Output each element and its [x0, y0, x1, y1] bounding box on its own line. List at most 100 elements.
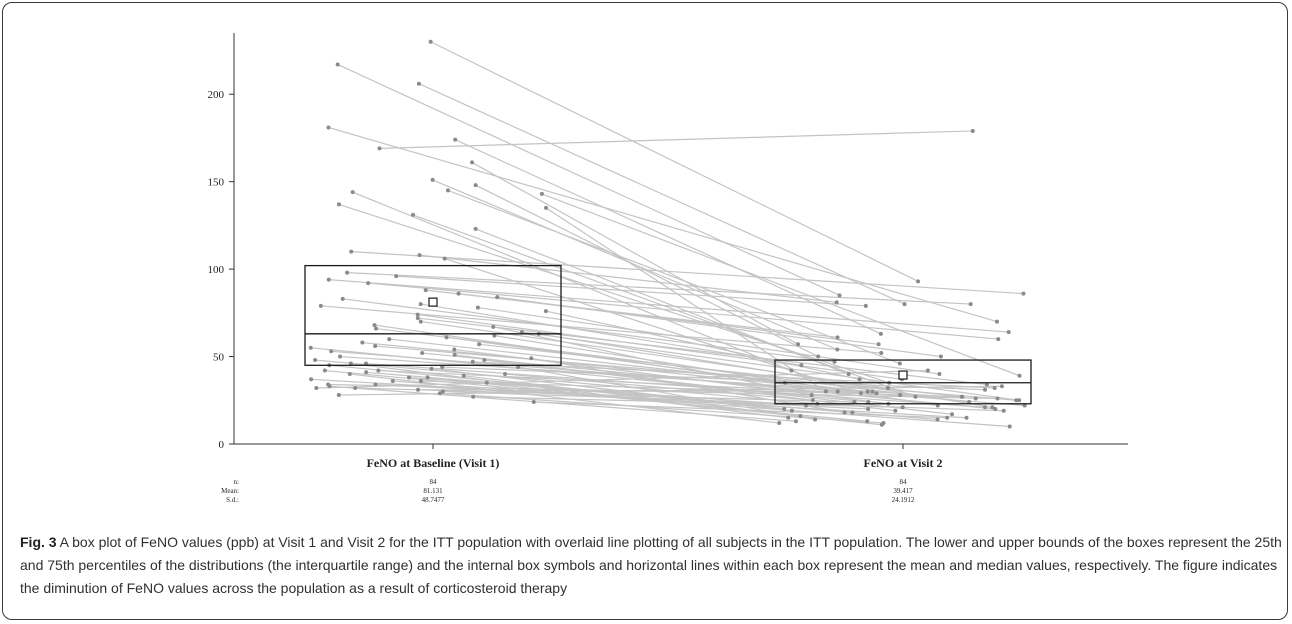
subject-line	[419, 254, 837, 303]
subject-line	[541, 193, 1020, 377]
subject-point-visit1	[418, 319, 423, 324]
subject-point-visit2	[804, 403, 809, 408]
subject-point-visit1	[338, 354, 343, 359]
subject-point-visit2	[795, 342, 800, 347]
subject-point-visit1	[519, 330, 524, 335]
subject-point-visit2	[999, 384, 1004, 389]
subject-point-visit2	[777, 421, 782, 426]
subject-point-visit1	[423, 288, 428, 293]
subject-point-visit1	[327, 384, 332, 389]
subject-point-visit1	[529, 356, 534, 361]
subject-line	[430, 41, 919, 282]
subject-point-visit1	[543, 309, 548, 314]
subject-point-visit2	[858, 391, 863, 396]
subject-point-visit2	[850, 410, 855, 415]
subject-point-visit2	[1017, 373, 1022, 378]
subject-point-visit2	[973, 396, 978, 401]
subject-point-visit1	[531, 400, 536, 405]
subject-line	[521, 331, 1020, 401]
subject-line	[338, 203, 890, 384]
stat-value: 84	[430, 478, 438, 486]
subject-point-visit1	[340, 296, 345, 301]
subject-point-visit1	[376, 368, 381, 373]
subject-point-visit1	[475, 305, 480, 310]
subject-points	[308, 39, 1027, 429]
subject-line	[379, 130, 973, 150]
subject-point-visit1	[470, 160, 475, 165]
subject-point-visit2	[950, 412, 955, 417]
subject-point-visit1	[348, 361, 353, 366]
subject-point-visit2	[832, 359, 837, 364]
subject-point-visit2	[835, 347, 840, 352]
subject-point-visit1	[429, 366, 434, 371]
subject-point-visit2	[857, 377, 862, 382]
subject-point-visit2	[852, 400, 857, 405]
subject-line	[484, 359, 953, 415]
subject-point-visit1	[440, 389, 445, 394]
y-tick-label: 0	[219, 439, 225, 451]
subject-point-visit2	[789, 408, 794, 413]
iqr-box	[774, 359, 1032, 405]
y-tick-label: 100	[208, 264, 225, 276]
caption-text: A box plot of FeNO values (ppb) at Visit…	[20, 534, 1282, 596]
subject-lines	[310, 41, 1025, 428]
subject-point-visit2	[782, 407, 787, 412]
subject-point-visit2	[846, 372, 851, 377]
subject-point-visit2	[964, 415, 969, 420]
subject-line	[338, 385, 1002, 396]
subject-point-visit2	[837, 293, 842, 298]
subject-line	[328, 126, 998, 323]
mean-marker	[898, 370, 908, 380]
subject-point-visit1	[471, 394, 476, 399]
subject-point-visit2	[876, 342, 881, 347]
subject-point-visit2	[835, 335, 840, 340]
subject-point-visit2	[789, 368, 794, 373]
subject-point-visit1	[470, 359, 475, 364]
subject-point-visit1	[415, 312, 420, 317]
subject-line	[447, 189, 901, 365]
subject-point-visit2	[982, 405, 987, 410]
subject-point-visit1	[309, 377, 314, 382]
stat-value: 81.131	[423, 487, 443, 495]
subject-point-visit1	[495, 295, 500, 300]
subject-point-visit2	[793, 419, 798, 424]
subject-point-visit2	[870, 389, 875, 394]
stat-row-label: Mean:	[221, 487, 239, 495]
subject-point-visit1	[347, 372, 352, 377]
y-tick-label: 200	[208, 89, 225, 101]
subject-point-visit1	[492, 333, 497, 338]
subject-point-visit2	[935, 417, 940, 422]
subject-point-visit2	[823, 389, 828, 394]
subject-point-visit1	[444, 335, 449, 340]
subject-point-visit1	[473, 183, 478, 188]
subject-line	[497, 296, 941, 358]
subject-point-visit2	[898, 393, 903, 398]
subject-line	[347, 272, 971, 305]
subject-point-visit2	[935, 403, 940, 408]
subject-point-visit2	[984, 382, 989, 387]
subject-point-visit1	[349, 249, 354, 254]
subject-point-visit2	[1001, 408, 1006, 413]
subject-point-visit1	[484, 380, 489, 385]
subject-point-visit2	[810, 398, 815, 403]
subject-point-visit1	[322, 368, 327, 373]
subject-point-visit1	[477, 342, 482, 347]
subject-point-visit2	[786, 415, 791, 420]
subject-line	[475, 228, 849, 375]
subject-line	[505, 373, 813, 401]
subject-point-visit2	[809, 393, 814, 398]
subject-point-visit2	[994, 319, 999, 324]
subject-point-visit2	[916, 279, 921, 284]
subject-line	[351, 251, 1024, 295]
subject-point-visit2	[1017, 398, 1022, 403]
stat-value: 84	[900, 478, 908, 486]
subject-point-visit1	[437, 391, 442, 396]
subject-point-visit1	[420, 351, 425, 356]
subject-line	[314, 359, 818, 405]
subject-point-visit2	[816, 354, 821, 359]
box-plot-chart: 0 50 100 150 200 FeNO at Baseline (Visit 1) Fe…	[208, 33, 1128, 504]
subject-line	[337, 63, 840, 296]
subject-point-visit1	[345, 270, 350, 275]
subject-point-visit1	[418, 379, 423, 384]
